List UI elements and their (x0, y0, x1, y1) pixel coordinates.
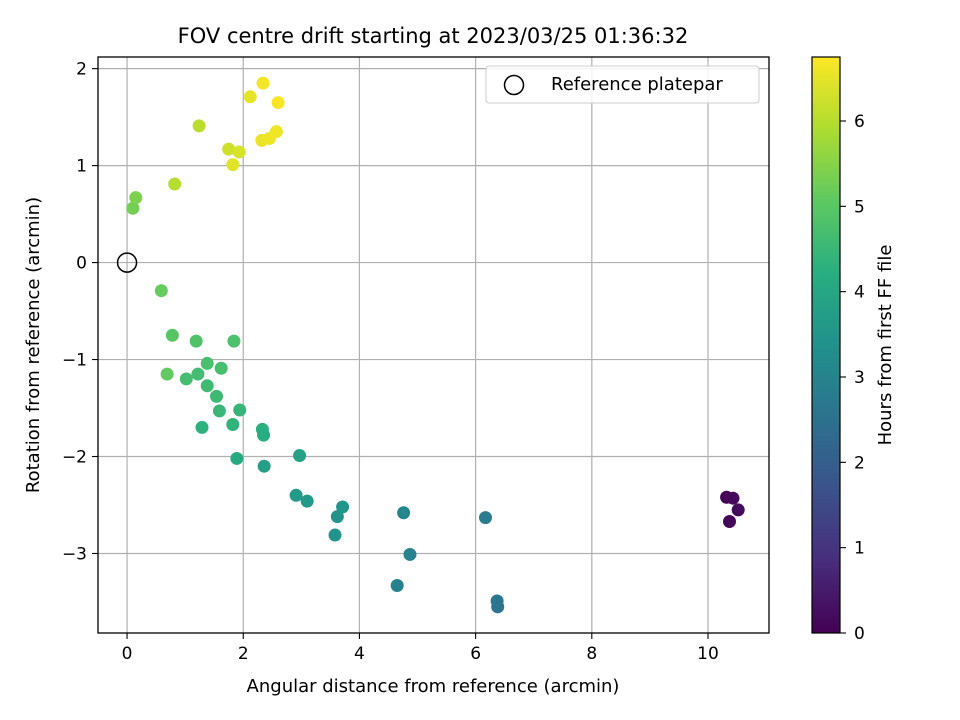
data-point (230, 451, 244, 465)
legend-box (485, 65, 760, 104)
y-axis-ticks: −3 −2 −1 0 1 2 (62, 60, 98, 564)
data-point (397, 506, 411, 520)
data-point (232, 145, 246, 159)
data-point (191, 367, 205, 381)
data-point (269, 125, 283, 139)
y-tick-label: −2 (62, 448, 87, 468)
data-points (126, 76, 745, 614)
colorbar-tick-label: 1 (854, 539, 865, 559)
data-point (126, 201, 140, 215)
data-point (731, 503, 745, 517)
data-point (165, 328, 179, 342)
colorbar-tick-label: 0 (854, 624, 865, 644)
data-point (200, 379, 214, 393)
data-point (478, 511, 492, 525)
plot-frame (97, 56, 770, 634)
data-point (722, 514, 736, 528)
data-point (330, 510, 344, 524)
data-point (212, 404, 226, 418)
x-tick-label: 8 (586, 644, 597, 664)
data-point (490, 594, 504, 608)
legend-marker-icon (503, 74, 525, 96)
data-point (200, 356, 214, 370)
chart-title: FOV centre drift starting at 2023/03/25 … (178, 24, 689, 48)
data-point (168, 177, 182, 191)
x-axis-label: Angular distance from reference (arcmin) (247, 676, 620, 697)
colorbar-ticks: 0 1 2 3 4 5 6 (840, 112, 865, 644)
x-tick-label: 10 (697, 644, 719, 664)
data-point (129, 191, 143, 205)
data-point (210, 389, 224, 403)
y-tick-label: 1 (76, 157, 87, 177)
data-point (192, 119, 206, 133)
data-point (257, 459, 271, 473)
colorbar-tick-label: 6 (854, 112, 865, 132)
colorbar-tick-label: 2 (854, 453, 865, 473)
data-point (222, 142, 236, 156)
data-point (227, 334, 241, 348)
colorbar-tick-label: 4 (854, 283, 865, 303)
y-tick-label: 2 (76, 60, 87, 80)
data-point (390, 578, 404, 592)
data-point (154, 284, 168, 298)
data-point (257, 428, 271, 442)
data-point (226, 158, 240, 172)
reference-platepar-marker (116, 252, 138, 273)
data-point (336, 500, 350, 514)
x-axis-ticks: 0 2 4 6 8 10 (122, 633, 719, 664)
y-tick-label: −3 (62, 544, 87, 564)
colorbar-frame (811, 56, 841, 634)
legend: Reference platepar (485, 65, 760, 104)
data-point (233, 403, 247, 417)
data-point (214, 361, 228, 375)
data-point (179, 372, 193, 386)
y-axis-label: Rotation from reference (arcmin) (23, 197, 44, 493)
data-point (289, 488, 303, 502)
data-point (189, 334, 203, 348)
y-tick-label: 0 (76, 254, 87, 274)
data-point (243, 90, 257, 104)
data-point (300, 494, 314, 508)
data-point (403, 547, 417, 561)
colorbar-tick-label: 5 (854, 197, 865, 217)
data-point (226, 418, 240, 432)
legend-entry-reference: Reference platepar (551, 74, 723, 95)
data-point (256, 76, 270, 90)
colorbar-tick-label: 3 (854, 368, 865, 388)
data-point (271, 96, 285, 110)
x-tick-label: 2 (238, 644, 249, 664)
data-point (293, 449, 307, 463)
x-tick-label: 4 (354, 644, 365, 664)
data-point (328, 528, 342, 542)
colorbar (812, 57, 840, 633)
grid-lines (98, 57, 769, 633)
x-tick-label: 6 (470, 644, 481, 664)
data-point (160, 367, 174, 381)
y-tick-label: −1 (62, 351, 87, 371)
data-point (726, 491, 740, 505)
x-tick-label: 0 (122, 644, 133, 664)
data-point (195, 420, 209, 434)
colorbar-label: Hours from first FF file (875, 245, 896, 446)
